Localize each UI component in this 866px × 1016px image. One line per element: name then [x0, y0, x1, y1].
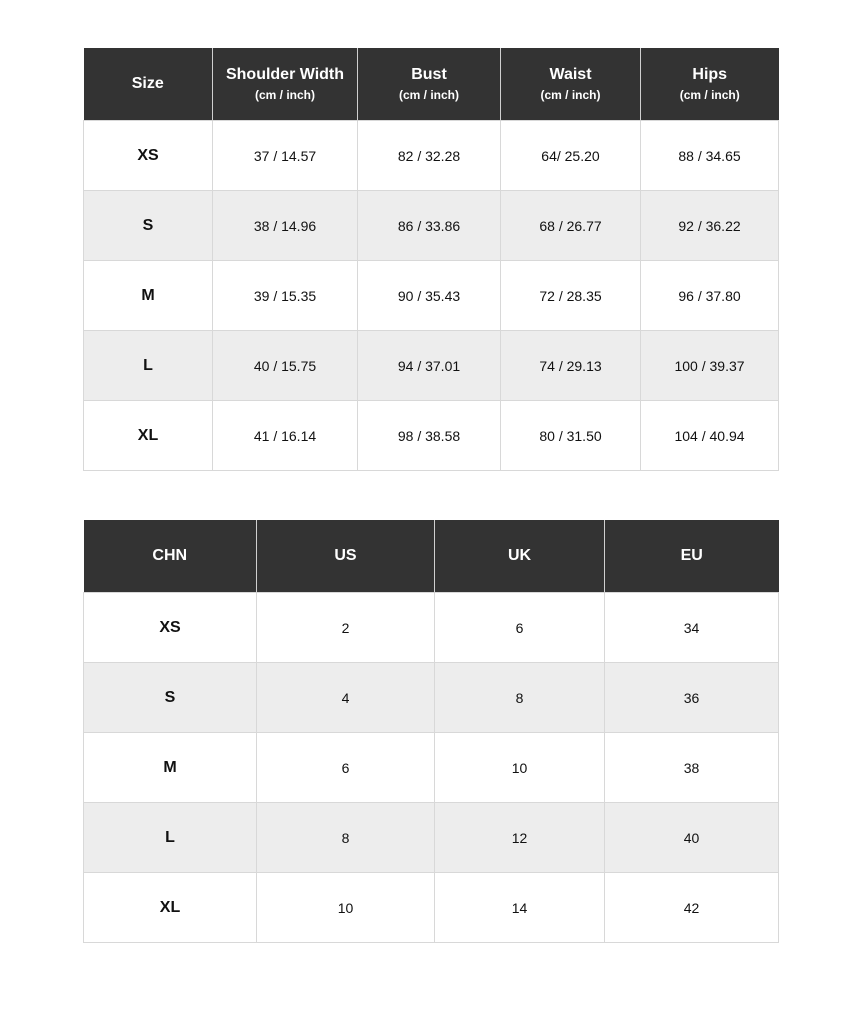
table-row: M 6 10 38 — [83, 732, 779, 803]
value-cell: 98 / 38.58 — [357, 400, 501, 471]
column-header-label: Size — [131, 75, 164, 92]
value-cell: 88 / 34.65 — [640, 120, 779, 191]
size-conversion-table: CHN US UK EU XS 2 6 34 S 4 8 36 M 6 10 38 L 8 12 40 XL 10 14 4… — [83, 520, 779, 943]
value-cell: 2 — [256, 592, 435, 663]
value-cell: 86 / 33.86 — [357, 190, 501, 261]
column-header-unit: (cm / inch) — [254, 88, 315, 102]
value-cell: 42 — [604, 872, 779, 943]
value-cell: 6 — [256, 732, 435, 803]
table-row: XL 41 / 16.14 98 / 38.58 80 / 31.50 104 / 40… — [83, 400, 779, 471]
size-label-cell: S — [83, 190, 213, 261]
value-cell: 104 / 40.94 — [640, 400, 779, 471]
column-header-label: Bust — [411, 66, 447, 83]
table-row: S 38 / 14.96 86 / 33.86 68 / 26.77 92 / 36.2… — [83, 190, 779, 261]
value-cell: 8 — [434, 662, 605, 733]
value-cell: 94 / 37.01 — [357, 330, 501, 401]
column-header-label: US — [334, 547, 357, 564]
value-cell: 34 — [604, 592, 779, 663]
size-label-cell: M — [83, 260, 213, 331]
header-row: CHN US UK EU — [83, 520, 779, 593]
column-header-label: EU — [680, 547, 703, 564]
table-row: L 40 / 15.75 94 / 37.01 74 / 29.13 100 / 39.… — [83, 330, 779, 401]
table-row: S 4 8 36 — [83, 662, 779, 733]
table-row: XS 2 6 34 — [83, 592, 779, 663]
table-row: M 39 / 15.35 90 / 35.43 72 / 28.35 96 / 37.8… — [83, 260, 779, 331]
value-cell: 8 — [256, 802, 435, 873]
column-header: Hips (cm / inch) — [640, 48, 779, 121]
value-cell: 96 / 37.80 — [640, 260, 779, 331]
size-label-cell: L — [83, 802, 257, 873]
column-header: US — [256, 520, 435, 593]
value-cell: 6 — [434, 592, 605, 663]
value-cell: 68 / 26.77 — [500, 190, 641, 261]
value-cell: 100 / 39.37 — [640, 330, 779, 401]
table-row: L 8 12 40 — [83, 802, 779, 873]
column-header-label: UK — [507, 547, 532, 564]
value-cell: 38 / 14.96 — [212, 190, 358, 261]
value-cell: 82 / 32.28 — [357, 120, 501, 191]
value-cell: 40 — [604, 802, 779, 873]
value-cell: 90 / 35.43 — [357, 260, 501, 331]
column-header-unit: (cm / inch) — [398, 88, 459, 102]
value-cell: 72 / 28.35 — [500, 260, 641, 331]
value-cell: 92 / 36.22 — [640, 190, 779, 261]
column-header: UK — [434, 520, 605, 593]
value-cell: 10 — [256, 872, 435, 943]
column-header-unit: (cm / inch) — [679, 88, 740, 102]
size-label-cell: XS — [83, 592, 257, 663]
value-cell: 64/ 25.20 — [500, 120, 641, 191]
column-header-label: Shoulder Width — [225, 66, 345, 83]
column-header-label: CHN — [152, 547, 188, 564]
size-label-cell: XS — [83, 120, 213, 191]
size-measurements-table: Size Shoulder Width (cm / inch) Bust (cm / i… — [83, 48, 779, 471]
value-cell: 4 — [256, 662, 435, 733]
column-header: Size — [83, 48, 213, 121]
column-header: CHN — [83, 520, 257, 593]
table-row: XL 10 14 42 — [83, 872, 779, 943]
size-label-cell: XL — [83, 872, 257, 943]
value-cell: 39 / 15.35 — [212, 260, 358, 331]
value-cell: 12 — [434, 802, 605, 873]
header-row: Size Shoulder Width (cm / inch) Bust (cm / i… — [83, 48, 779, 121]
value-cell: 40 / 15.75 — [212, 330, 358, 401]
table-row: XS 37 / 14.57 82 / 32.28 64/ 25.20 88 / 34.6… — [83, 120, 779, 191]
size-label-cell: L — [83, 330, 213, 401]
column-header-unit: (cm / inch) — [540, 88, 601, 102]
column-header: Bust (cm / inch) — [357, 48, 501, 121]
size-label-cell: XL — [83, 400, 213, 471]
column-header-label: Hips — [692, 66, 728, 83]
value-cell: 10 — [434, 732, 605, 803]
size-label-cell: S — [83, 662, 257, 733]
value-cell: 74 / 29.13 — [500, 330, 641, 401]
column-header: Shoulder Width (cm / inch) — [212, 48, 358, 121]
size-label-cell: M — [83, 732, 257, 803]
value-cell: 41 / 16.14 — [212, 400, 358, 471]
column-header: EU — [604, 520, 779, 593]
value-cell: 38 — [604, 732, 779, 803]
column-header: Waist (cm / inch) — [500, 48, 641, 121]
column-header-label: Waist — [549, 66, 592, 83]
value-cell: 37 / 14.57 — [212, 120, 358, 191]
value-cell: 36 — [604, 662, 779, 733]
value-cell: 14 — [434, 872, 605, 943]
value-cell: 80 / 31.50 — [500, 400, 641, 471]
